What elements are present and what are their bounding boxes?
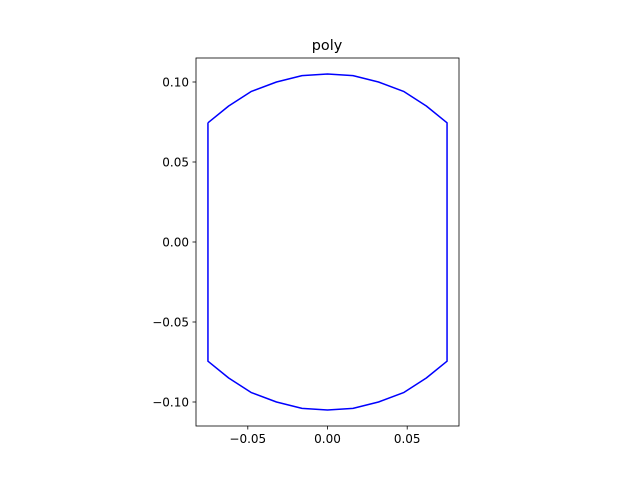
chart-title: poly: [312, 38, 343, 54]
y-tick-label: −0.10: [152, 396, 189, 410]
y-tick-label: −0.05: [152, 316, 189, 330]
series-line-0: [207, 73, 448, 411]
y-tick-label: 0.00: [162, 236, 189, 250]
y-tick-label: 0.10: [162, 76, 189, 90]
x-tick-label: 0.00: [314, 432, 341, 446]
y-tick-label: 0.05: [162, 156, 189, 170]
x-tick-label: −0.05: [229, 432, 266, 446]
x-tick-label: 0.05: [394, 432, 421, 446]
plot-area: −0.05 0.00 0.05 0.10 0.05 0.00 −0.05 −0.10: [152, 57, 460, 446]
